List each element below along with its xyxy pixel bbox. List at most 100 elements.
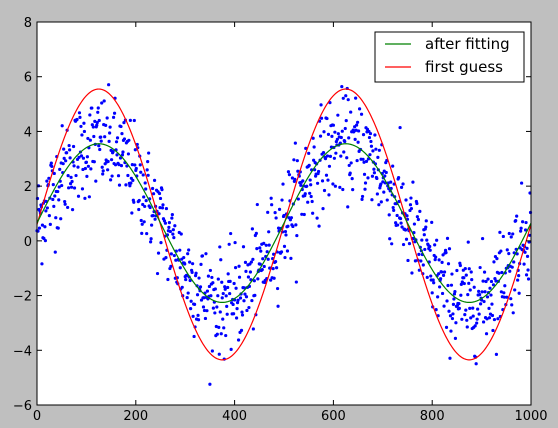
scatter-point <box>109 158 114 162</box>
scatter-point <box>463 266 467 271</box>
scatter-point <box>360 197 364 201</box>
scatter-point <box>92 160 96 164</box>
scatter-point <box>142 220 146 224</box>
scatter-point <box>516 278 520 282</box>
scatter-point <box>374 147 378 151</box>
scatter-point <box>169 264 173 268</box>
scatter-point <box>331 182 335 186</box>
scatter-point <box>501 234 505 239</box>
scatter-point <box>350 177 354 181</box>
scatter-point <box>255 247 259 251</box>
scatter-point <box>65 151 69 155</box>
scatter-point <box>233 266 238 270</box>
scatter-point <box>95 123 99 127</box>
scatter-point <box>59 217 63 221</box>
scatter-point <box>189 307 193 311</box>
scatter-point <box>434 308 438 312</box>
scatter-point <box>432 281 436 285</box>
scatter-point <box>437 272 441 276</box>
scatter-point <box>273 211 277 215</box>
scatter-point <box>47 214 51 218</box>
y-tick-label: −4 <box>13 344 32 359</box>
scatter-point <box>505 295 509 299</box>
scatter-point <box>64 159 68 163</box>
scatter-point <box>309 183 313 187</box>
scatter-point <box>117 183 122 187</box>
scatter-point <box>283 255 287 260</box>
scatter-point <box>375 176 379 181</box>
scatter-point <box>253 293 257 297</box>
scatter-point <box>111 115 116 119</box>
scatter-point <box>450 316 455 321</box>
scatter-point <box>366 176 370 180</box>
scatter-point <box>87 195 91 199</box>
scatter-point <box>307 163 311 167</box>
scatter-point <box>512 260 516 264</box>
scatter-point <box>510 265 514 269</box>
scatter-point <box>417 252 421 256</box>
scatter-point <box>115 136 120 140</box>
scatter-point <box>458 263 462 268</box>
scatter-point <box>247 305 251 310</box>
scatter-point <box>295 159 299 163</box>
scatter-point <box>324 173 329 177</box>
scatter-point <box>213 311 217 315</box>
scatter-point <box>250 227 254 231</box>
scatter-point <box>251 327 255 331</box>
scatter-point <box>236 298 240 302</box>
scatter-point <box>492 317 497 322</box>
scatter-point <box>196 318 201 322</box>
scatter-point <box>48 222 52 226</box>
scatter-point <box>524 220 528 225</box>
scatter-point <box>220 280 224 284</box>
scatter-point <box>464 308 468 312</box>
scatter-point <box>320 179 325 183</box>
scatter-point <box>521 220 525 224</box>
scatter-point <box>107 83 111 87</box>
scatter-point <box>492 260 496 264</box>
scatter-point <box>254 231 258 235</box>
scatter-point <box>40 223 45 227</box>
scatter-point <box>159 241 163 245</box>
scatter-point <box>207 284 212 289</box>
scatter-point <box>361 133 366 137</box>
scatter-point <box>193 274 198 278</box>
scatter-point <box>246 275 251 279</box>
scatter-point <box>72 186 77 190</box>
scatter-point <box>282 244 287 248</box>
scatter-point <box>444 325 449 329</box>
series-line-after-fitting <box>36 143 532 303</box>
scatter-point <box>188 278 192 283</box>
scatter-point <box>233 240 237 245</box>
scatter-point <box>237 275 242 279</box>
scatter-point <box>88 138 92 142</box>
scatter-point <box>202 308 207 313</box>
scatter-point <box>217 325 221 329</box>
scatter-point <box>252 279 256 283</box>
scatter-point <box>291 224 295 229</box>
scatter-point <box>102 99 106 103</box>
scatter-point <box>130 211 134 215</box>
scatter-point <box>322 130 326 134</box>
scatter-point <box>289 256 293 260</box>
scatter-point <box>72 164 76 168</box>
scatter-point <box>192 302 197 306</box>
scatter-point <box>372 167 376 171</box>
scatter-point <box>341 96 345 100</box>
scatter-point <box>385 198 389 202</box>
scatter-point <box>457 302 461 306</box>
scatter-point <box>89 167 93 171</box>
scatter-point <box>499 249 503 253</box>
scatter-point <box>462 281 466 286</box>
scatter-point <box>442 304 446 308</box>
scatter-point <box>117 163 121 167</box>
scatter-point <box>377 148 381 152</box>
scatter-point <box>285 249 290 253</box>
scatter-point <box>379 200 383 204</box>
scatter-point <box>384 170 388 175</box>
scatter-point <box>119 164 124 168</box>
scatter-point <box>112 111 117 115</box>
scatter-point <box>108 125 112 129</box>
scatter-point <box>354 96 358 100</box>
scatter-point <box>170 213 174 217</box>
